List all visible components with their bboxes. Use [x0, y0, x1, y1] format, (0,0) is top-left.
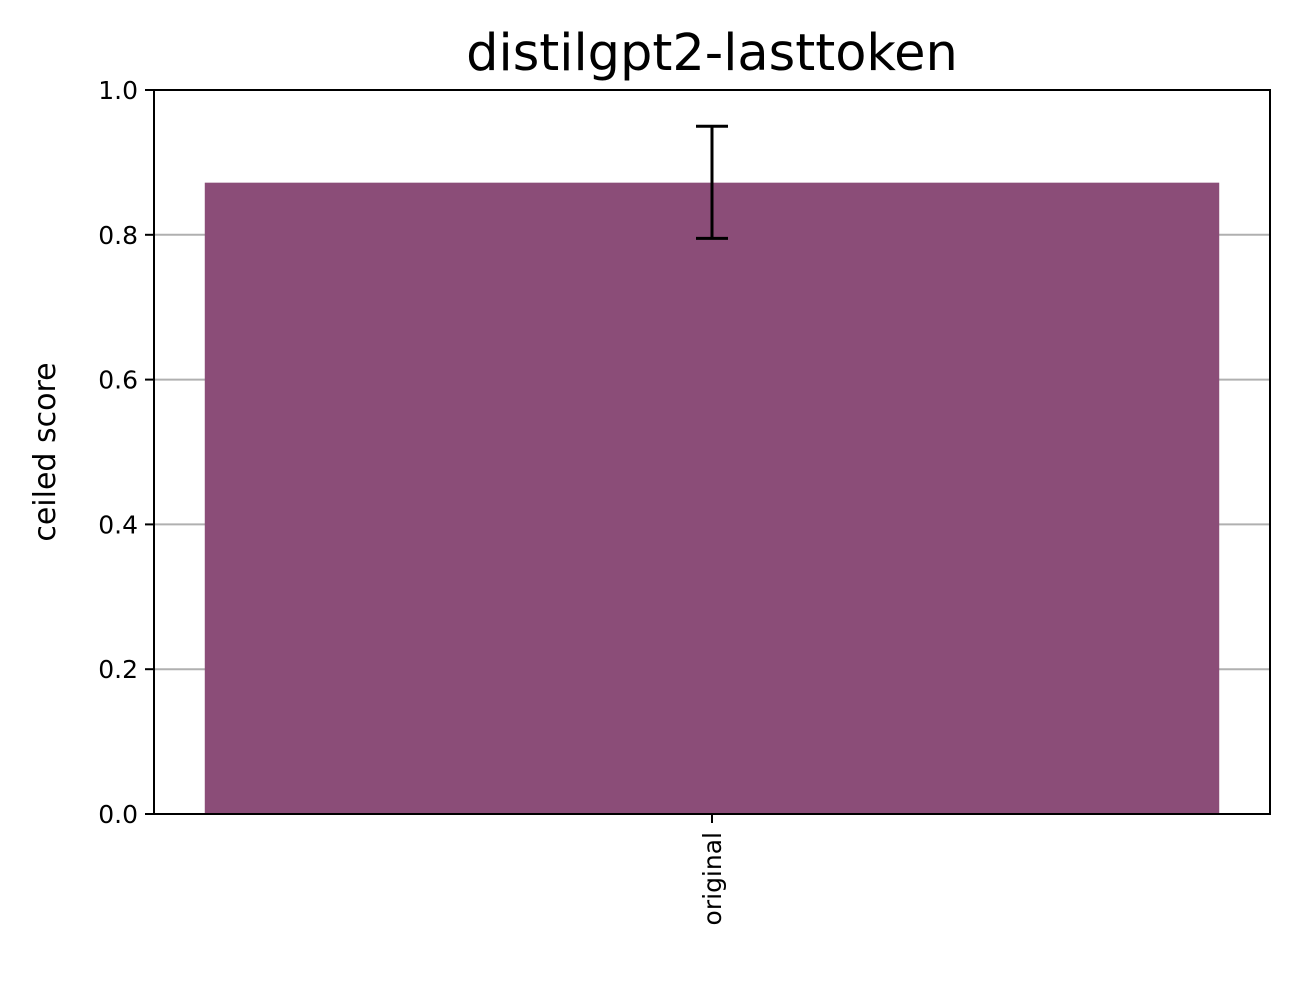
plot-frame	[153, 89, 1271, 815]
error-bars	[696, 124, 728, 240]
y-tick-label: 0.0	[98, 800, 138, 829]
y-tick-label: 0.2	[98, 655, 138, 684]
bars	[204, 182, 1220, 814]
y-tick-label: 0.6	[98, 366, 138, 395]
y-tick-label: 1.0	[98, 76, 138, 105]
bar	[204, 182, 1220, 814]
y-tick-label: 0.8	[98, 221, 138, 250]
axes	[145, 89, 1271, 823]
x-tick-label: original	[698, 832, 727, 925]
y-axis-label: ceiled score	[28, 362, 63, 541]
tick-labels: 0.0 0.2 0.4 0.6 0.8 1.0 original	[98, 76, 727, 925]
chart-title: distilgpt2-lasttoken	[466, 24, 958, 83]
y-tick-label: 0.4	[98, 510, 138, 539]
